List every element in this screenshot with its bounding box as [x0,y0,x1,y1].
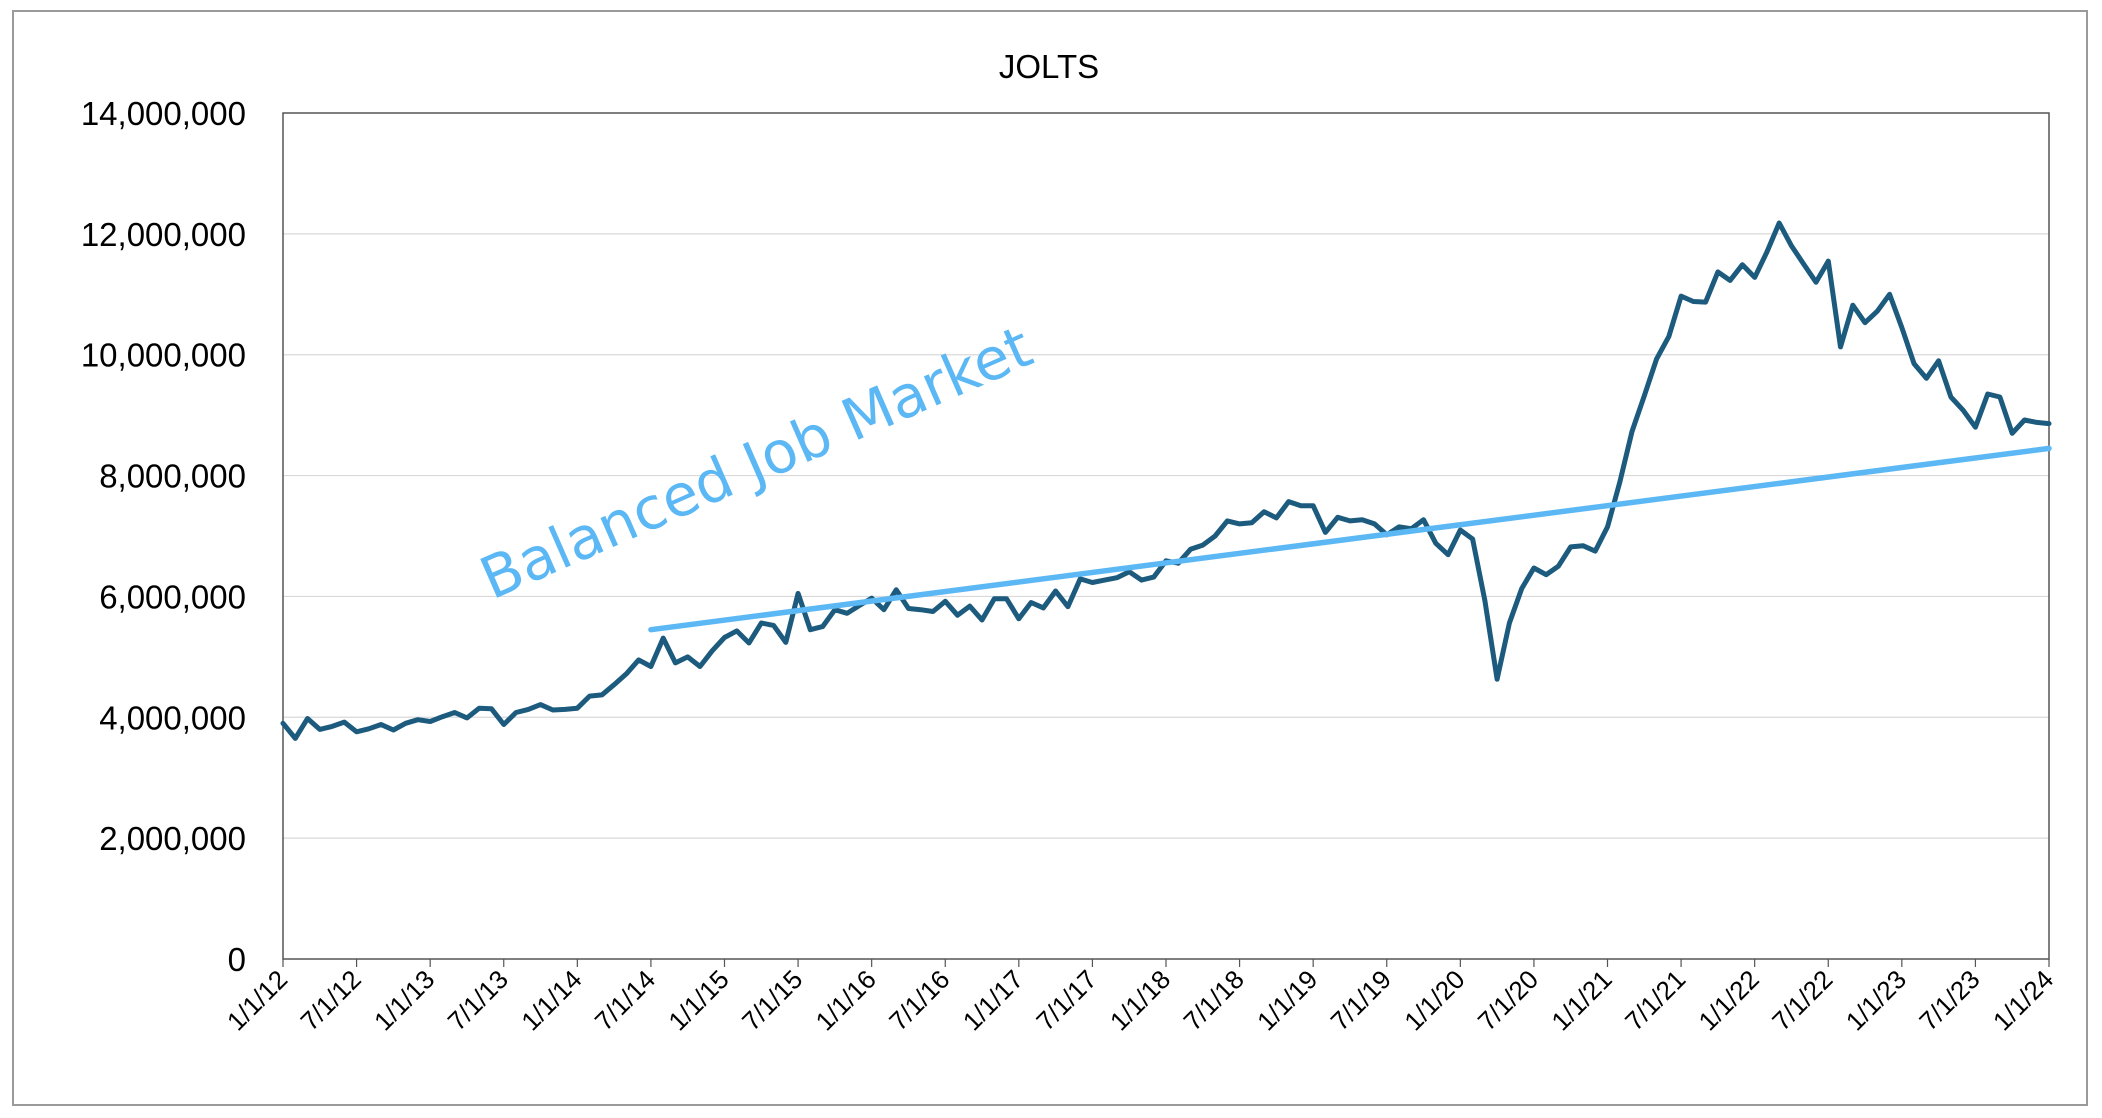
x-tick-label: 1/1/18 [1104,964,1176,1036]
x-tick-label: 7/1/17 [1030,964,1102,1036]
x-tick-label: 7/1/13 [442,964,514,1036]
y-tick-label: 8,000,000 [99,458,246,495]
x-tick-label: 1/1/23 [1840,964,1912,1036]
y-tick-label: 4,000,000 [99,699,246,736]
series-group [280,220,2052,741]
x-tick-label: 7/1/22 [1766,964,1838,1036]
x-tick-label: 1/1/24 [1987,964,2059,1036]
x-axis-ticks: 1/1/12 7/1/12 1/1/13 7/1/13 1/1/14 7/1/14 1/1/… [221,959,2059,1036]
y-tick-label: 6,000,000 [99,578,246,615]
x-tick-label: 1/1/17 [957,964,1029,1036]
chart-title: JOLTS [999,48,1099,85]
x-tick-label: 7/1/14 [589,964,661,1036]
annotation-balanced-job-market: Balanced Job Market [470,312,1041,612]
x-tick-label: 1/1/16 [810,964,882,1036]
gridlines [283,233,2049,839]
x-tick-label: 7/1/19 [1325,964,1397,1036]
x-tick-label: 1/1/22 [1693,964,1765,1036]
y-tick-label: 2,000,000 [99,820,246,857]
x-tick-label: 7/1/21 [1619,964,1691,1036]
x-tick-label: 1/1/19 [1251,964,1323,1036]
x-tick-label: 7/1/20 [1472,964,1544,1036]
y-axis-ticks: 0 2,000,000 4,000,000 6,000,000 8,000,000 10,… [81,95,246,978]
y-tick-label: 12,000,000 [81,216,246,253]
x-tick-label: 7/1/16 [883,964,955,1036]
x-tick-label: 7/1/12 [294,964,366,1036]
plot-area-border [282,112,2050,960]
y-tick-label: 0 [228,941,246,978]
x-tick-label: 1/1/20 [1398,964,1470,1036]
x-tick-label: 7/1/18 [1177,964,1249,1036]
x-tick-label: 1/1/15 [662,964,734,1036]
y-tick-label: 14,000,000 [81,95,246,132]
x-tick-label: 1/1/21 [1545,964,1617,1036]
chart-frame [12,10,2088,1106]
balanced-job-market-trend-line [648,445,2052,633]
x-tick-label: 1/1/13 [368,964,440,1036]
x-tick-label: 7/1/15 [736,964,808,1036]
x-tick-label: 7/1/23 [1913,964,1985,1036]
y-tick-label: 10,000,000 [81,337,246,374]
x-tick-label: 1/1/14 [515,964,587,1036]
